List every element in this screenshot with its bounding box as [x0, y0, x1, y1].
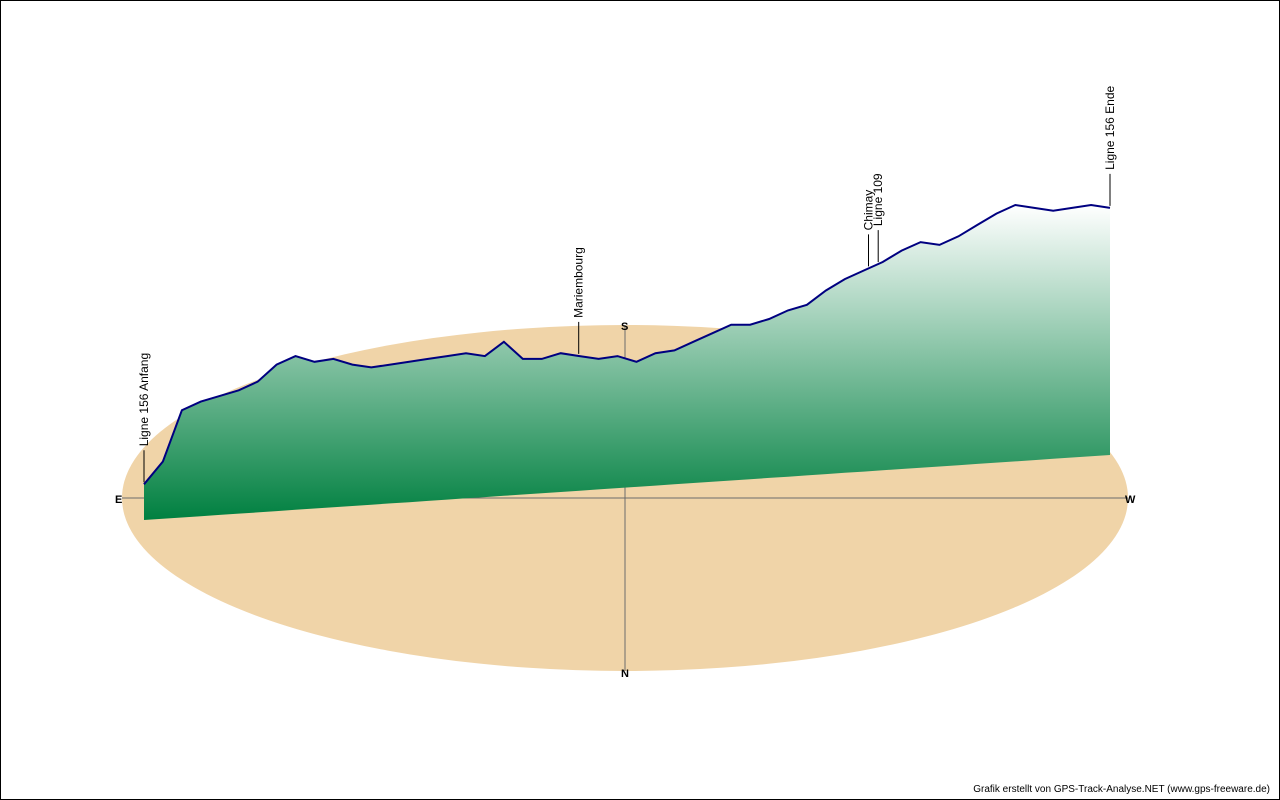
compass-north-label: N [621, 668, 629, 680]
waypoint-label-3: Ligne 109 [871, 173, 885, 226]
waypoint-label-2: Chimay [862, 190, 876, 231]
waypoint-label-4: Ligne 156 Ende [1103, 85, 1117, 169]
credit-text: Grafik erstellt von GPS-Track-Analyse.NE… [973, 784, 1270, 795]
compass-south-label: S [621, 321, 628, 333]
profile-elevation-line [143, 203, 1111, 485]
compass-east-label: E [115, 494, 122, 506]
profile-area-fill [144, 205, 1110, 520]
waypoint-label-1: Mariembourg [572, 247, 586, 318]
compass-west-label: W [1125, 494, 1136, 506]
waypoint-label-0: Ligne 156 Anfang [137, 353, 151, 446]
